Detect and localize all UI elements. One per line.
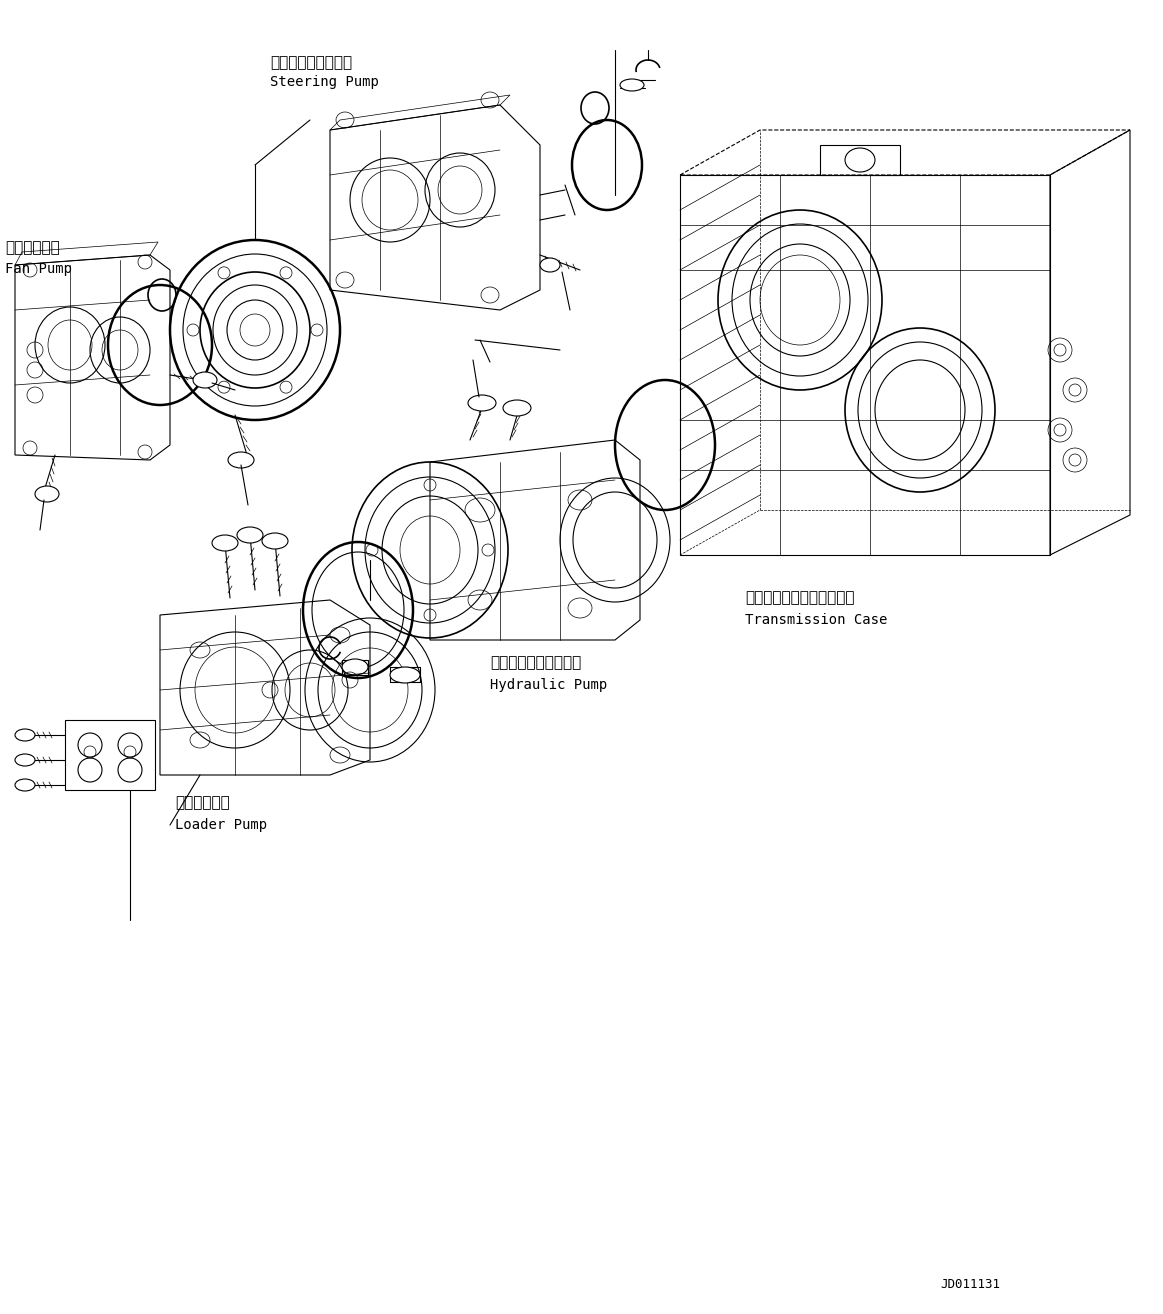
Ellipse shape — [342, 660, 368, 675]
Ellipse shape — [212, 535, 238, 551]
Ellipse shape — [15, 729, 35, 741]
Ellipse shape — [504, 399, 531, 417]
Ellipse shape — [15, 779, 35, 791]
Text: トランスミッションケース: トランスミッションケース — [745, 590, 855, 604]
Ellipse shape — [540, 258, 561, 272]
Text: Loader Pump: Loader Pump — [174, 819, 267, 832]
Text: ローダポンプ: ローダポンプ — [174, 795, 230, 809]
Ellipse shape — [35, 486, 59, 502]
Text: Transmission Case: Transmission Case — [745, 614, 887, 627]
Text: Hydraulic Pump: Hydraulic Pump — [490, 678, 607, 692]
Text: JD011131: JD011131 — [940, 1279, 1000, 1290]
Text: ステアリングポンプ: ステアリングポンプ — [270, 55, 352, 70]
Ellipse shape — [620, 79, 644, 91]
Ellipse shape — [390, 668, 420, 683]
Ellipse shape — [228, 452, 254, 468]
Ellipse shape — [15, 754, 35, 766]
Ellipse shape — [193, 372, 217, 388]
Text: ファンポンプ: ファンポンプ — [5, 240, 59, 255]
Ellipse shape — [237, 527, 263, 543]
Text: ハイドロリックポンプ: ハイドロリックポンプ — [490, 654, 582, 670]
Ellipse shape — [262, 533, 288, 549]
Text: Fan Pump: Fan Pump — [5, 261, 72, 276]
Ellipse shape — [468, 396, 495, 411]
Text: Steering Pump: Steering Pump — [270, 75, 379, 89]
